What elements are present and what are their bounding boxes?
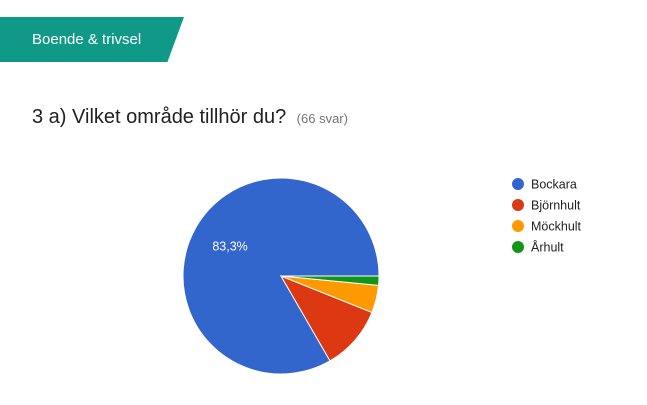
- legend-swatch-bockara: [512, 178, 524, 190]
- legend-swatch-bjornhult: [512, 199, 524, 211]
- response-count: (66 svar): [296, 111, 348, 126]
- question-title: 3 a) Vilket område tillhör du?: [32, 106, 287, 128]
- section-tab-label: Boende & trivsel: [32, 31, 142, 48]
- section-tab[interactable]: Boende & trivsel: [0, 17, 184, 62]
- legend-label-bjornhult: Björnhult: [531, 199, 581, 213]
- legend-label-mockhult: Möckhult: [531, 220, 582, 234]
- legend-label-bockara: Bockara: [531, 178, 577, 192]
- pie-slice-arhult[interactable]: [280, 275, 380, 286]
- legend-swatch-arhult: [512, 241, 524, 253]
- question-header: 3 a) Vilket område tillhör du? (66 svar): [32, 106, 348, 129]
- legend-label-arhult: Århult: [531, 240, 564, 255]
- slice-label-bockara: 83,3%: [212, 240, 247, 254]
- legend-swatch-mockhult: [512, 220, 524, 232]
